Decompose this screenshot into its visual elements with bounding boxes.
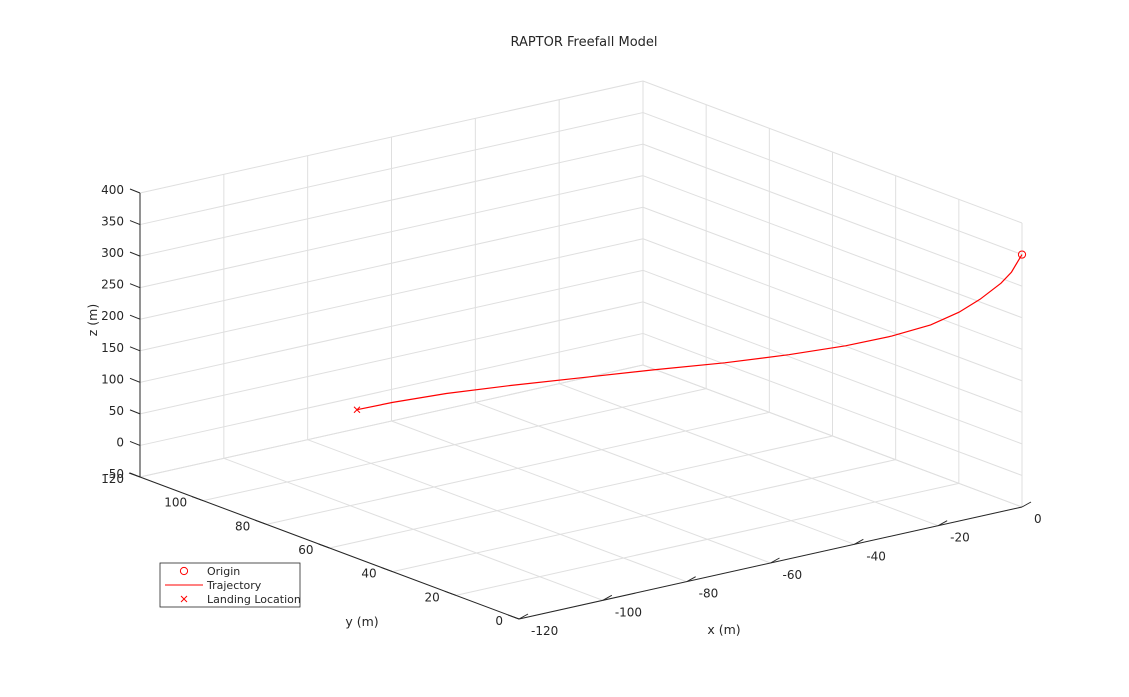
- x-tick-label: -120: [531, 624, 558, 638]
- gridline-floor-y: [455, 482, 959, 596]
- z-tick-mark: [129, 188, 141, 194]
- legend-label: Origin: [207, 565, 240, 578]
- x-tick-label: -100: [615, 605, 642, 619]
- y-axis-label: y (m): [345, 614, 378, 629]
- y-tick-mark: [444, 590, 457, 596]
- y-tick-label: 0: [495, 614, 503, 628]
- grid-layer: [139, 80, 1023, 620]
- legend-swatch: [179, 566, 189, 576]
- y-tick-label: 80: [235, 519, 250, 533]
- gridline-side-z: [642, 80, 1023, 224]
- y-tick-mark: [191, 496, 204, 502]
- tick-labels: -120 -100 -80 -60 -40 -20 0 0 20 40 60 80 100 120-50 0…: [101, 183, 1042, 638]
- x-tick-mark: [1021, 501, 1032, 508]
- z-tick-label: 200: [101, 309, 124, 323]
- gridline-side-z: [642, 206, 1023, 350]
- landing-x-stroke: [180, 595, 188, 603]
- y-tick-label: 120: [101, 472, 124, 486]
- y-tick-mark: [318, 543, 330, 549]
- gridline-floor-y: [392, 459, 896, 573]
- origin-marker: [1017, 250, 1027, 259]
- gridline-floor-y: [203, 388, 707, 502]
- data-layer: [353, 250, 1027, 414]
- x-tick-label: -20: [950, 531, 970, 545]
- legend-item-landing-location: Landing Location: [180, 593, 301, 606]
- y-tick-label: 60: [298, 543, 313, 557]
- gridline-side-z: [642, 112, 1023, 256]
- gridline-back-z: [139, 238, 644, 352]
- legend-label: Landing Location: [207, 593, 301, 606]
- y-tick-label: 40: [361, 567, 376, 581]
- y-tick-mark: [255, 519, 267, 525]
- z-tick-label: 350: [101, 215, 124, 229]
- gridline-back-z: [139, 112, 644, 226]
- gridline-floor-y: [266, 411, 770, 525]
- z-tick-label: 0: [116, 435, 124, 449]
- gridline-back-z: [139, 175, 644, 289]
- x-tick-mark: [854, 538, 864, 545]
- gridline-back-z: [139, 364, 644, 478]
- gridline-side-z: [642, 301, 1023, 445]
- gridline-back-z: [139, 301, 644, 415]
- trajectory-line: [356, 254, 1023, 411]
- gridline-back-z: [139, 269, 644, 383]
- legend-item-trajectory: Trajectory: [165, 579, 262, 592]
- z-tick-mark: [129, 251, 141, 257]
- legend-label: Trajectory: [206, 579, 262, 592]
- z-axis-label: z (m): [85, 304, 100, 336]
- z-tick-mark: [129, 283, 141, 289]
- x-tick-mark: [602, 594, 613, 601]
- z-tick-label: 150: [101, 341, 124, 355]
- z-tick-mark: [129, 409, 141, 415]
- chart-title: RAPTOR Freefall Model: [510, 35, 657, 50]
- gridline-side-z: [642, 143, 1023, 287]
- x-tick-label: -60: [783, 568, 803, 582]
- x-tick-mark: [770, 557, 780, 564]
- x-tick-mark: [937, 520, 948, 527]
- legend-swatch: [180, 595, 188, 603]
- x-tick-mark: [686, 576, 696, 583]
- z-tick-mark: [129, 220, 141, 226]
- gridline-side-z: [642, 238, 1023, 382]
- gridline-side-z: [642, 364, 1023, 508]
- z-tick-mark: [129, 346, 141, 352]
- gridline-back-z: [139, 143, 644, 257]
- z-tick-mark: [129, 314, 141, 320]
- landing-x-stroke: [353, 406, 361, 414]
- x-tick-mark: [518, 613, 529, 620]
- y-tick-label: 100: [164, 496, 187, 510]
- x-tick-label: 0: [1034, 512, 1042, 526]
- y-tick-label: 20: [425, 590, 440, 604]
- landing-location-marker: [353, 406, 361, 414]
- z-tick-mark: [129, 377, 141, 383]
- gridline-side-z: [642, 332, 1023, 476]
- z-tick-label: 50: [109, 404, 124, 418]
- x-tick-label: -40: [866, 549, 886, 563]
- gridline-side-z: [642, 269, 1023, 413]
- z-tick-label: 250: [101, 278, 124, 292]
- z-tick-mark: [129, 472, 141, 478]
- z-tick-mark: [129, 440, 141, 446]
- y-tick-mark: [381, 567, 393, 573]
- gridline-side-z: [642, 175, 1023, 319]
- gridline-back-z: [139, 332, 644, 446]
- y-tick-mark: [507, 614, 520, 620]
- gridline-back-z: [139, 80, 644, 194]
- gridline-back-z: [139, 206, 644, 320]
- z-tick-label: -50: [104, 467, 124, 481]
- x-axis-label: x (m): [707, 622, 740, 637]
- axis-layer: [128, 188, 1032, 620]
- x-tick-label: -80: [699, 587, 719, 601]
- z-tick-label: 100: [101, 372, 124, 386]
- gridline-floor-y: [329, 435, 833, 549]
- legend-item-origin: Origin: [179, 565, 240, 578]
- z-tick-label: 400: [101, 183, 124, 197]
- z-tick-label: 300: [101, 246, 124, 260]
